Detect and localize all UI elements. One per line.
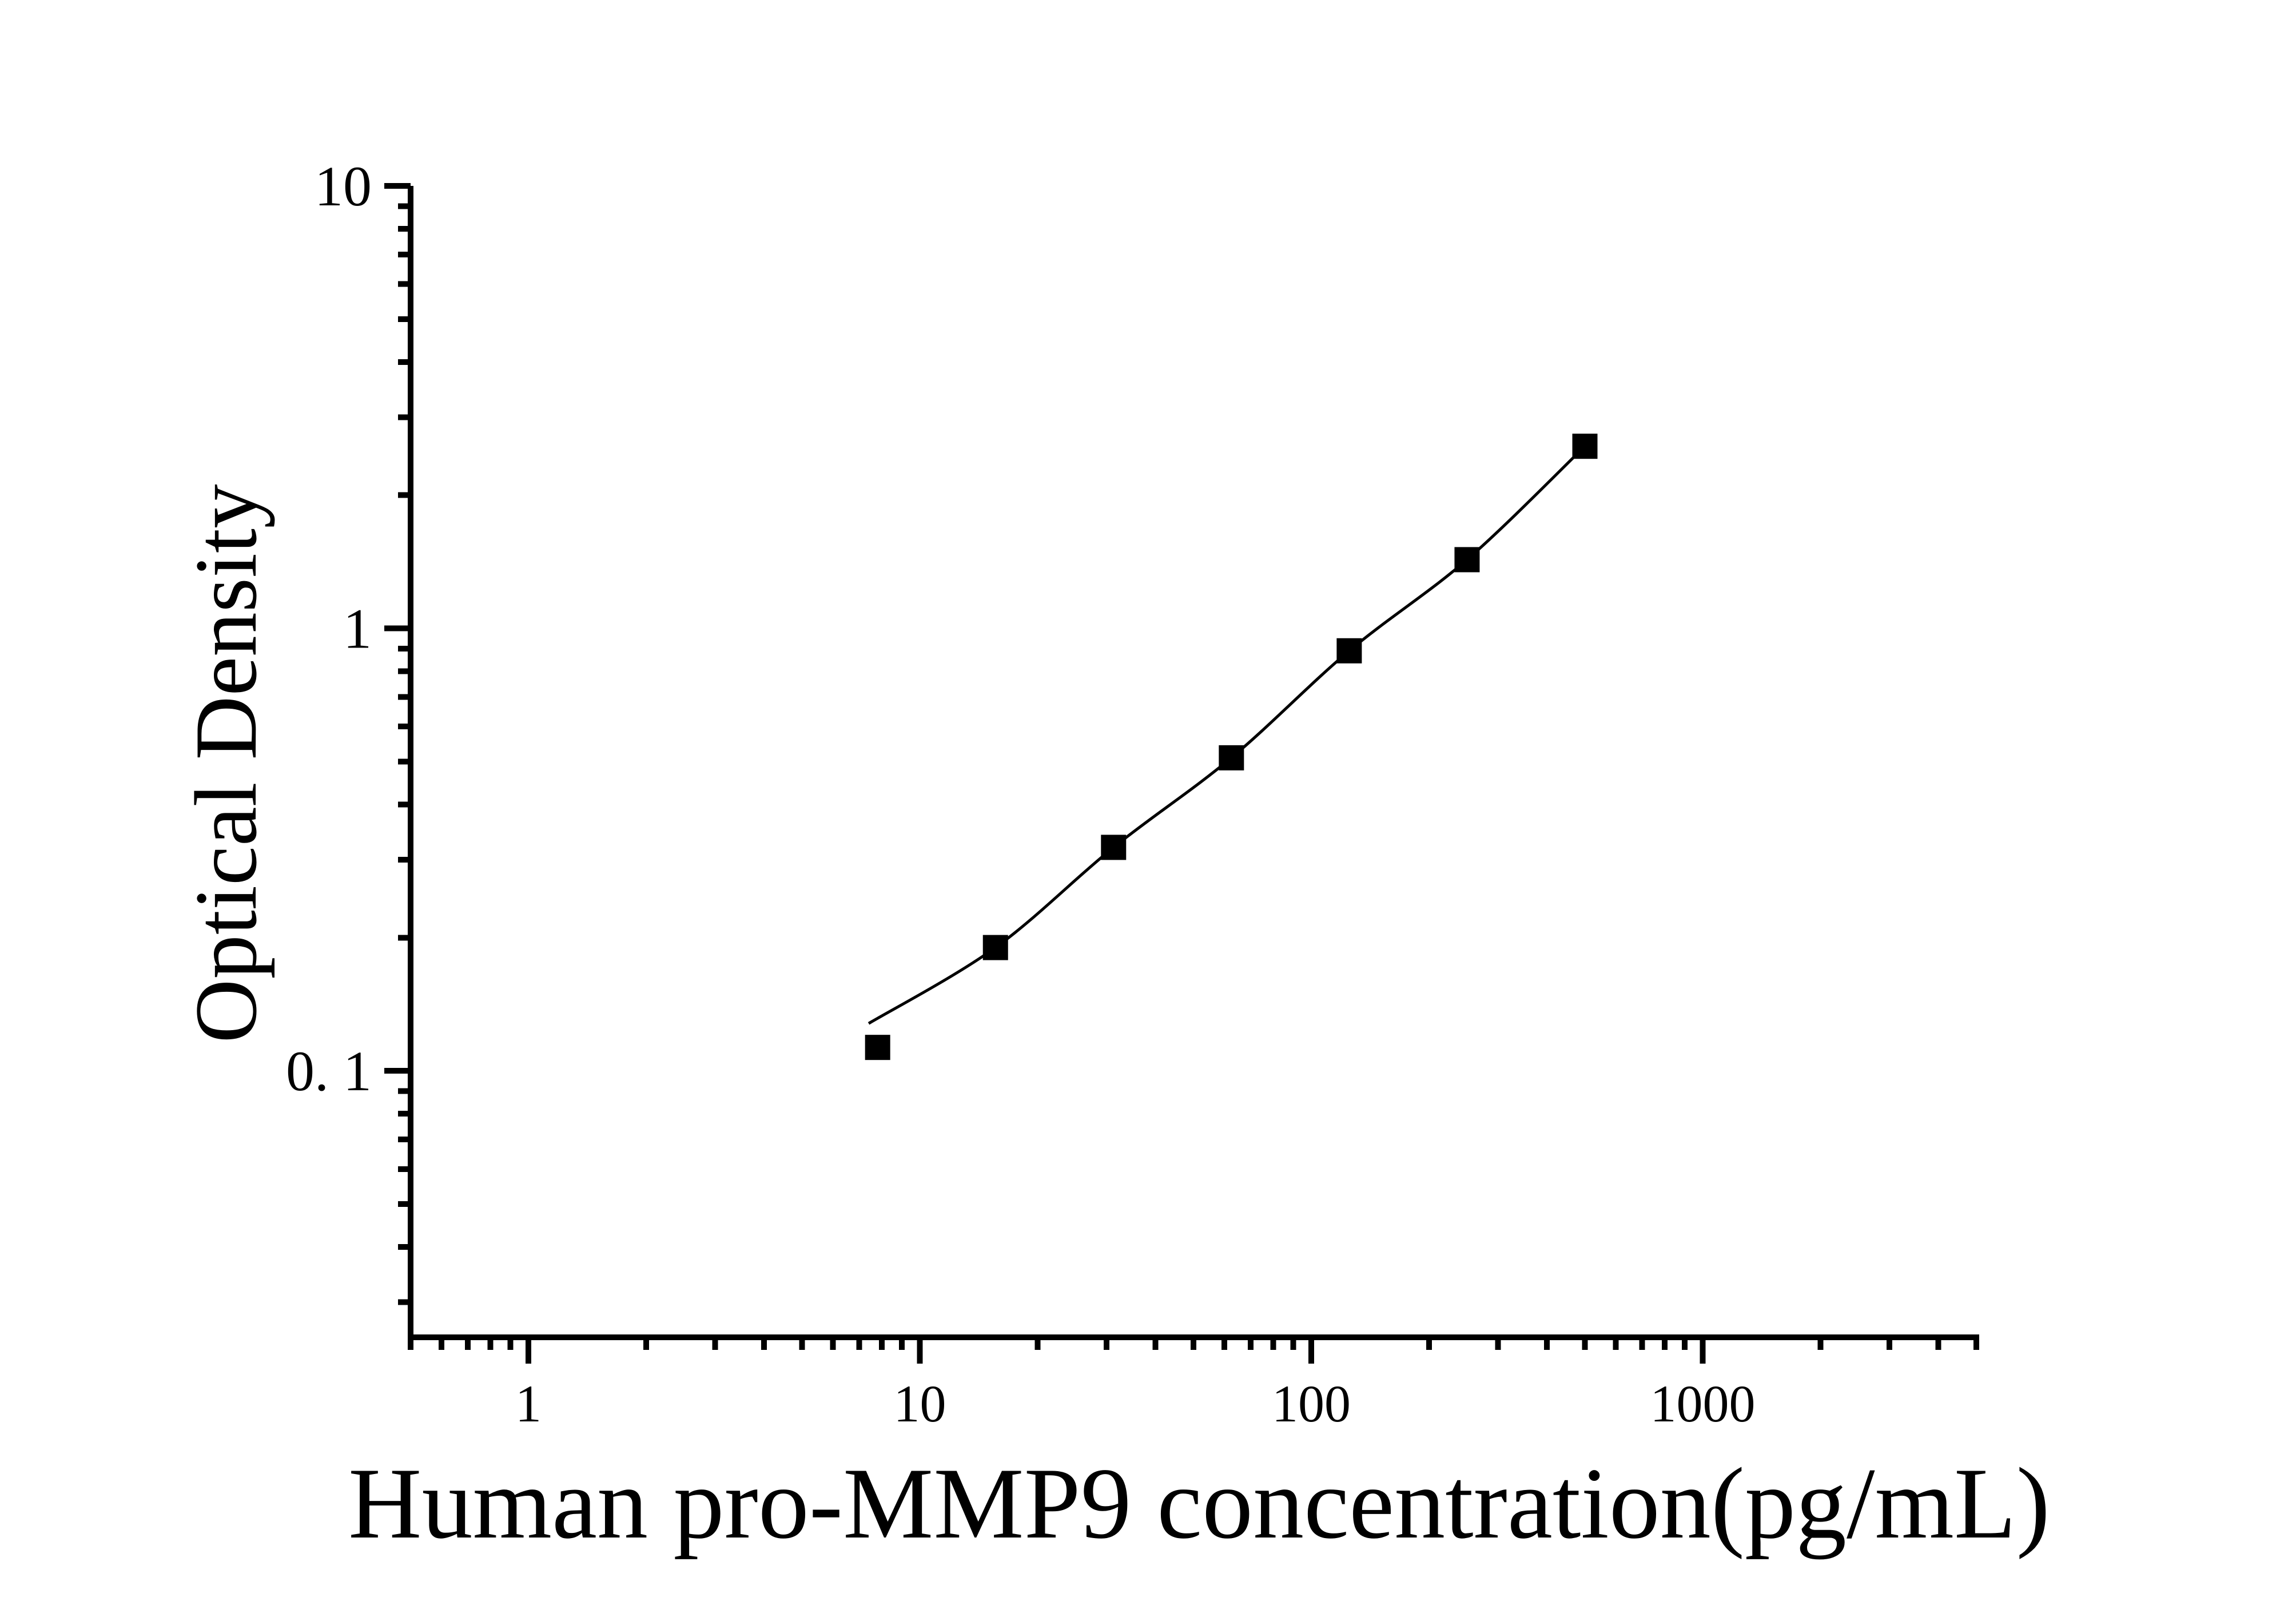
data-point-marker xyxy=(1572,434,1598,459)
chart-generated-layer: 1 10 100 1000 0. 1 1 10 xyxy=(286,154,1979,1433)
data-point-marker xyxy=(1454,547,1480,573)
data-point-marker xyxy=(1219,745,1244,770)
x-tick-label: 1 xyxy=(515,1374,542,1433)
y-axis-title: Optical Density xyxy=(177,484,275,1043)
y-tick-label: 1 xyxy=(343,597,372,661)
x-tick-label: 100 xyxy=(1272,1374,1351,1433)
data-point-marker xyxy=(865,1035,890,1060)
x-tick-label: 10 xyxy=(894,1374,946,1433)
x-axis-title: Human pro-MMP9 concentration(pg/mL) xyxy=(348,1447,2050,1560)
data-point-marker xyxy=(1101,835,1127,860)
fit-curve xyxy=(868,445,1586,1025)
y-tick-label: 0. 1 xyxy=(286,1039,372,1103)
x-tick-label: 1000 xyxy=(1650,1374,1756,1433)
data-point-marker xyxy=(982,935,1008,960)
data-point-marker xyxy=(1336,638,1362,664)
y-tick-label: 10 xyxy=(315,154,372,218)
